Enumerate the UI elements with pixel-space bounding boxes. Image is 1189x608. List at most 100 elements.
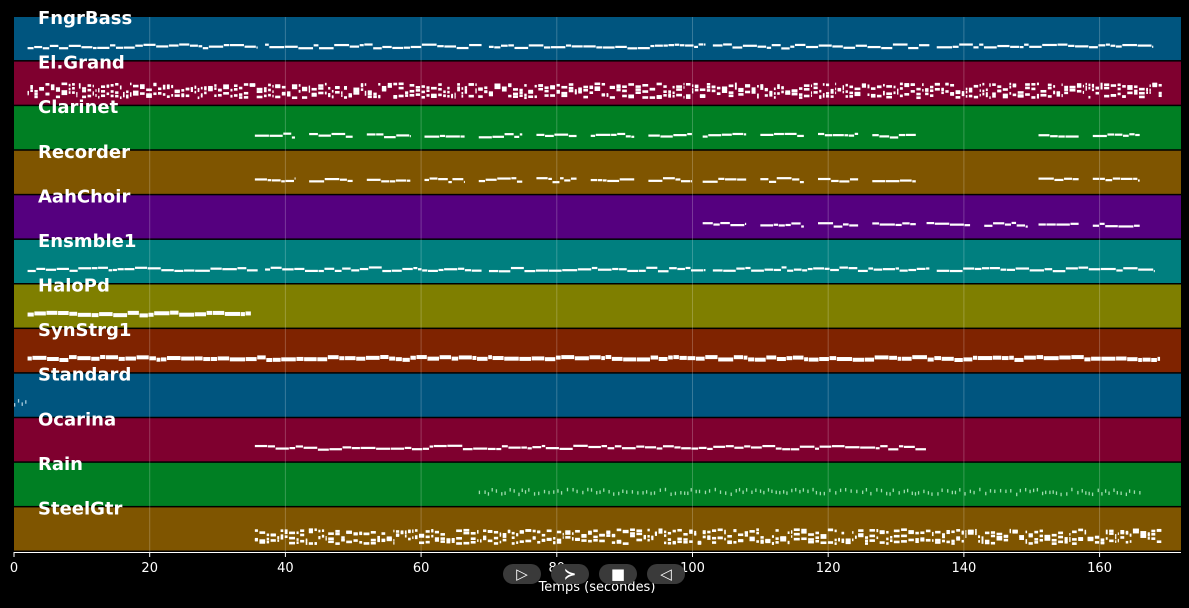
note-5-4 xyxy=(1078,266,1089,269)
note-9-0 xyxy=(819,445,832,448)
note-1-0 xyxy=(204,86,207,89)
note-9-0 xyxy=(681,447,691,450)
note-0-3 xyxy=(908,46,919,50)
rewind-button[interactable]: ◁ xyxy=(647,564,685,584)
note-4-5 xyxy=(993,222,1005,225)
note-11-0 xyxy=(1028,542,1033,545)
note-7-0 xyxy=(912,355,927,360)
note-0-4 xyxy=(1068,44,1075,47)
note-1-0 xyxy=(204,91,207,95)
note-11-0 xyxy=(284,529,288,532)
note-10-0 xyxy=(979,487,981,492)
track-lane-6 xyxy=(14,284,1181,328)
note-1-0 xyxy=(867,84,870,88)
note-1-0 xyxy=(1064,88,1069,91)
note-11-0 xyxy=(1125,532,1129,535)
note-1-0 xyxy=(447,86,450,90)
note-1-0 xyxy=(738,87,744,91)
note-2-13 xyxy=(1092,134,1107,138)
note-11-0 xyxy=(951,530,955,534)
note-5-1 xyxy=(438,268,444,272)
note-9-0 xyxy=(691,447,699,450)
note-9-0 xyxy=(662,445,674,448)
note-3-10 xyxy=(849,178,859,181)
note-11-0 xyxy=(1105,531,1108,535)
note-5-2 xyxy=(619,268,627,271)
note-11-0 xyxy=(865,542,869,545)
note-7-0 xyxy=(977,356,993,361)
note-1-0 xyxy=(849,95,854,98)
note-11-0 xyxy=(965,532,967,536)
play-button[interactable]: ▷ xyxy=(503,564,541,584)
note-10-0 xyxy=(927,491,930,495)
note-5-0 xyxy=(222,268,237,271)
note-10-0 xyxy=(745,488,748,492)
note-10-0 xyxy=(538,491,540,496)
note-11-0 xyxy=(771,542,775,545)
note-11-0 xyxy=(335,532,340,536)
note-3-7 xyxy=(648,179,663,182)
note-9-0 xyxy=(815,447,820,450)
note-1-0 xyxy=(381,88,387,92)
note-11-0 xyxy=(393,539,395,542)
note-1-0 xyxy=(214,84,217,87)
note-11-0 xyxy=(470,540,476,544)
note-3-8 xyxy=(725,178,737,181)
note-10-0 xyxy=(989,489,992,493)
note-10-0 xyxy=(931,492,933,496)
note-10-0 xyxy=(1016,492,1018,497)
note-2-3 xyxy=(439,134,446,138)
note-10-0 xyxy=(650,491,652,496)
note-0-4 xyxy=(1098,44,1106,47)
note-7-0 xyxy=(458,355,472,360)
note-11-0 xyxy=(393,541,395,545)
note-10-0 xyxy=(807,489,809,494)
note-7-0 xyxy=(748,357,755,362)
note-11-0 xyxy=(266,537,270,541)
note-1-0 xyxy=(82,95,87,99)
note-11-0 xyxy=(636,529,643,533)
stop-button[interactable]: ■ xyxy=(599,564,637,584)
note-7-0 xyxy=(91,356,100,361)
forward-button[interactable]: ≻ xyxy=(551,564,589,584)
note-11-0 xyxy=(499,540,502,544)
note-4-6 xyxy=(1046,223,1056,226)
note-11-0 xyxy=(990,541,996,545)
note-1-0 xyxy=(1091,83,1095,87)
note-11-0 xyxy=(493,536,499,540)
note-2-11 xyxy=(889,136,899,139)
note-1-0 xyxy=(728,94,734,98)
note-10-0 xyxy=(947,489,949,493)
note-1-0 xyxy=(443,90,446,94)
note-7-0 xyxy=(589,355,601,360)
note-1-0 xyxy=(409,89,415,93)
note-11-0 xyxy=(744,531,748,534)
note-5-4 xyxy=(1138,268,1154,271)
note-11-0 xyxy=(647,538,650,542)
note-0-2 xyxy=(583,45,596,48)
note-5-3 xyxy=(751,269,764,272)
note-1-0 xyxy=(916,92,921,96)
note-8-0 xyxy=(14,403,16,407)
note-2-3 xyxy=(424,135,440,138)
forward-icon: ≻ xyxy=(563,565,577,583)
note-1-0 xyxy=(464,88,468,92)
note-11-0 xyxy=(996,535,1003,539)
note-7-0 xyxy=(679,355,687,360)
note-1-0 xyxy=(622,94,627,98)
note-1-0 xyxy=(711,85,716,89)
note-5-4 xyxy=(963,267,975,270)
note-1-0 xyxy=(968,94,973,98)
note-8-0 xyxy=(21,402,23,406)
note-1-0 xyxy=(100,90,106,93)
note-0-1 xyxy=(437,45,444,48)
note-11-0 xyxy=(1051,538,1057,542)
note-1-0 xyxy=(842,87,845,90)
note-11-0 xyxy=(760,536,764,539)
note-1-0 xyxy=(961,93,965,96)
note-1-0 xyxy=(849,91,854,95)
note-11-0 xyxy=(1078,538,1084,542)
note-7-0 xyxy=(705,355,718,360)
note-11-0 xyxy=(1147,533,1150,537)
note-0-2 xyxy=(500,44,508,47)
